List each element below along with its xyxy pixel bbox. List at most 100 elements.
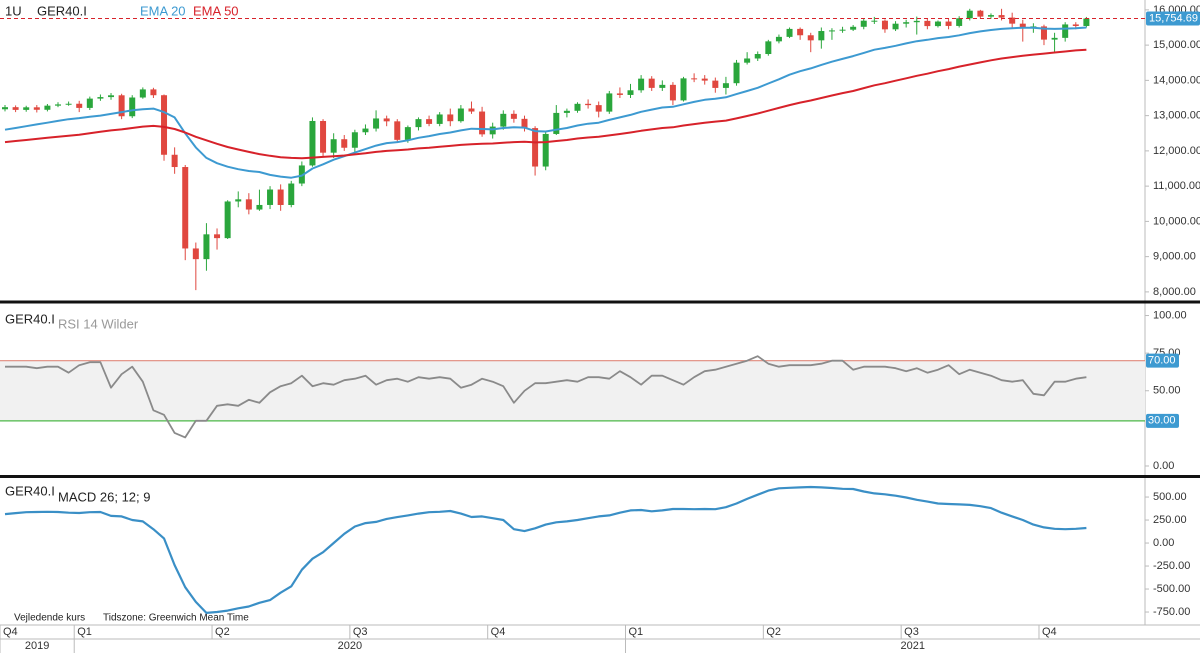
candle-body xyxy=(563,110,570,113)
y-tick-label: 8,000.00 xyxy=(1153,286,1196,298)
candle-body xyxy=(871,20,878,22)
x-tick-label: Q2 xyxy=(766,626,781,638)
x-tick-label: Q3 xyxy=(904,626,919,638)
y-tick-label: 15,000.00 xyxy=(1153,39,1200,51)
candle-body xyxy=(839,29,846,31)
candle-body xyxy=(415,119,422,128)
candle-body xyxy=(161,95,168,155)
candle-body xyxy=(553,112,560,134)
level-label: 70.00 xyxy=(1148,355,1176,367)
indicator-name: RSI 14 Wilder xyxy=(58,316,139,331)
footer-note: Tidszone: Greenwich Mean Time xyxy=(103,613,249,624)
candle-body xyxy=(691,78,698,80)
y-tick-label: 500.00 xyxy=(1153,491,1187,503)
candle-body xyxy=(881,20,888,30)
candle-body xyxy=(818,31,825,41)
y-tick-label: 12,000.00 xyxy=(1153,145,1200,157)
candle-body xyxy=(182,167,189,249)
candle-body xyxy=(945,21,952,26)
symbol-label: GER40.I xyxy=(5,311,55,326)
candle-body xyxy=(436,114,443,124)
symbol-label: GER40.I xyxy=(37,3,87,18)
candle-body xyxy=(224,201,231,239)
candle-body xyxy=(987,15,994,17)
candle-body xyxy=(267,189,274,205)
candle-body xyxy=(214,234,221,239)
indicator-name: MACD 26; 12; 9 xyxy=(58,489,151,504)
candle-body xyxy=(1040,26,1047,40)
candle-body xyxy=(108,95,115,98)
x-tick-label: Q2 xyxy=(215,626,230,638)
candle-body xyxy=(521,118,528,129)
y-tick-label: 50.00 xyxy=(1153,385,1181,397)
candle-body xyxy=(44,105,51,110)
candle-body xyxy=(309,120,316,166)
footer-note: Vejledende kurs xyxy=(14,613,85,624)
y-tick-label: 250.00 xyxy=(1153,514,1187,526)
candle-body xyxy=(235,199,242,202)
candle-body xyxy=(956,18,963,26)
candle-body xyxy=(500,113,507,127)
candle-body xyxy=(288,183,295,205)
level-label: 30.00 xyxy=(1148,415,1176,427)
candle-body xyxy=(404,127,411,140)
y-tick-label: 0.00 xyxy=(1153,460,1174,472)
series-line xyxy=(4,485,1087,614)
candle-body xyxy=(23,107,30,110)
candle-body xyxy=(860,20,867,27)
candle-body xyxy=(574,103,581,111)
candle-body xyxy=(373,118,380,129)
candle-body xyxy=(457,108,464,122)
candle-body xyxy=(510,113,517,119)
candle-body xyxy=(542,133,549,167)
candle-body xyxy=(712,80,719,88)
candle-body xyxy=(754,54,761,59)
candle-body xyxy=(659,84,666,88)
candle-body xyxy=(1019,23,1026,28)
candle-body xyxy=(86,98,93,108)
candle-body xyxy=(828,30,835,32)
candle-body xyxy=(807,35,814,41)
candle-body xyxy=(595,105,602,112)
symbol-label: GER40.I xyxy=(5,483,55,498)
candle-body xyxy=(733,62,740,84)
candle-body xyxy=(744,58,751,63)
candle-body xyxy=(65,103,72,105)
candle-body xyxy=(192,248,199,260)
candle-body xyxy=(627,90,634,95)
legend-entry: EMA 50 xyxy=(193,3,239,18)
y-tick-label: 11,000.00 xyxy=(1153,180,1200,192)
candle-body xyxy=(648,78,655,88)
candle-body xyxy=(320,120,327,153)
candle-body xyxy=(330,139,337,153)
candle-body xyxy=(977,10,984,17)
candle-body xyxy=(1009,17,1016,24)
candle-body xyxy=(97,97,104,99)
candle-body xyxy=(139,89,146,98)
candle-body xyxy=(638,78,645,91)
candle-body xyxy=(701,78,708,81)
candle-body xyxy=(2,107,8,110)
level-band xyxy=(0,360,1145,421)
last-price-box xyxy=(1146,11,1200,26)
candle-body xyxy=(171,154,178,168)
candle-body xyxy=(903,22,910,24)
candle-body xyxy=(447,114,454,122)
candle-body xyxy=(245,199,252,210)
y-tick-label: -250.00 xyxy=(1153,560,1190,572)
y-tick-label: -500.00 xyxy=(1153,583,1190,595)
candle-body xyxy=(1051,37,1058,40)
level-box xyxy=(1146,413,1179,428)
candle-body xyxy=(394,121,401,140)
candle-body xyxy=(775,36,782,42)
candle-body xyxy=(913,20,920,23)
candle-body xyxy=(786,28,793,37)
series-line xyxy=(5,355,1087,439)
x-tick-label: Q4 xyxy=(1042,626,1057,638)
candle-body xyxy=(341,139,348,148)
x-tick-label: Q4 xyxy=(491,626,506,638)
x-tick-label: Q1 xyxy=(629,626,644,638)
candle-body xyxy=(616,93,623,95)
